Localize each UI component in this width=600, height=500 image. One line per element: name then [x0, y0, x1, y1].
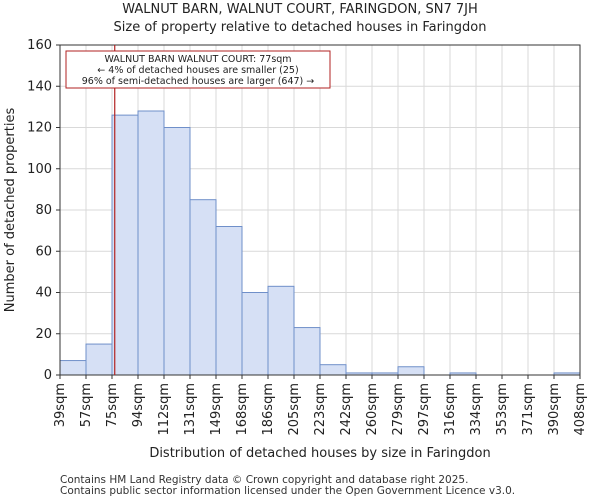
bar [59, 360, 87, 376]
footer-line-1: Contains HM Land Registry data © Crown c… [60, 474, 469, 486]
bar [241, 292, 269, 376]
x-tick-label: 186sqm [261, 383, 276, 436]
y-tick-label: 80 [35, 203, 52, 218]
footer-line-2: Contains public sector information licen… [60, 485, 516, 497]
bar [293, 327, 321, 376]
x-tick-label: 131sqm [183, 383, 198, 436]
x-tick-label: 316sqm [443, 383, 458, 436]
bar [189, 199, 217, 376]
y-tick-label: 140 [27, 79, 52, 94]
bar [163, 127, 191, 376]
x-tick-label: 371sqm [521, 383, 536, 436]
x-axis-label: Distribution of detached houses by size … [149, 446, 490, 461]
x-tick-label: 242sqm [339, 383, 354, 436]
y-tick-label: 120 [27, 121, 52, 136]
bar [111, 114, 139, 376]
y-axis-label: Number of detached properties [3, 108, 18, 313]
x-tick-label: 279sqm [391, 383, 406, 436]
y-tick-label: 40 [35, 286, 52, 301]
x-tick-label: 149sqm [209, 383, 224, 436]
x-tick-label: 390sqm [547, 383, 562, 436]
x-tick-label: 94sqm [131, 383, 146, 427]
x-tick-label: 112sqm [157, 383, 172, 436]
bar [397, 366, 425, 376]
x-tick-label: 75sqm [105, 383, 120, 427]
y-tick-label: 20 [35, 327, 52, 342]
bar [319, 364, 347, 376]
x-tick-label: 297sqm [417, 383, 432, 436]
x-tick-label: 408sqm [573, 383, 588, 436]
x-tick-label: 223sqm [313, 383, 328, 436]
y-tick-label: 160 [27, 38, 52, 53]
annotation-box [65, 50, 331, 89]
bar [85, 343, 113, 376]
annotation-line: 96% of semi-detached houses are larger (… [82, 76, 315, 87]
x-tick-label: 205sqm [287, 383, 302, 436]
x-tick-label: 57sqm [79, 383, 94, 427]
x-tick-label: 353sqm [495, 383, 510, 436]
chart-subtitle: Size of property relative to detached ho… [113, 20, 487, 35]
y-tick-label: 100 [27, 162, 52, 177]
chart-title: WALNUT BARN, WALNUT COURT, FARINGDON, SN… [122, 2, 478, 17]
x-tick-label: 168sqm [235, 383, 250, 436]
annotation-line: ← 4% of detached houses are smaller (25) [97, 65, 298, 76]
x-tick-label: 334sqm [469, 383, 484, 436]
x-tick-label: 39sqm [53, 383, 68, 427]
y-tick-label: 60 [35, 244, 52, 259]
y-tick-label: 0 [44, 368, 52, 383]
x-tick-label: 260sqm [365, 383, 380, 436]
annotation-line: WALNUT BARN WALNUT COURT: 77sqm [104, 54, 291, 65]
bar [137, 110, 165, 376]
bar [215, 226, 243, 376]
bar [267, 285, 295, 376]
